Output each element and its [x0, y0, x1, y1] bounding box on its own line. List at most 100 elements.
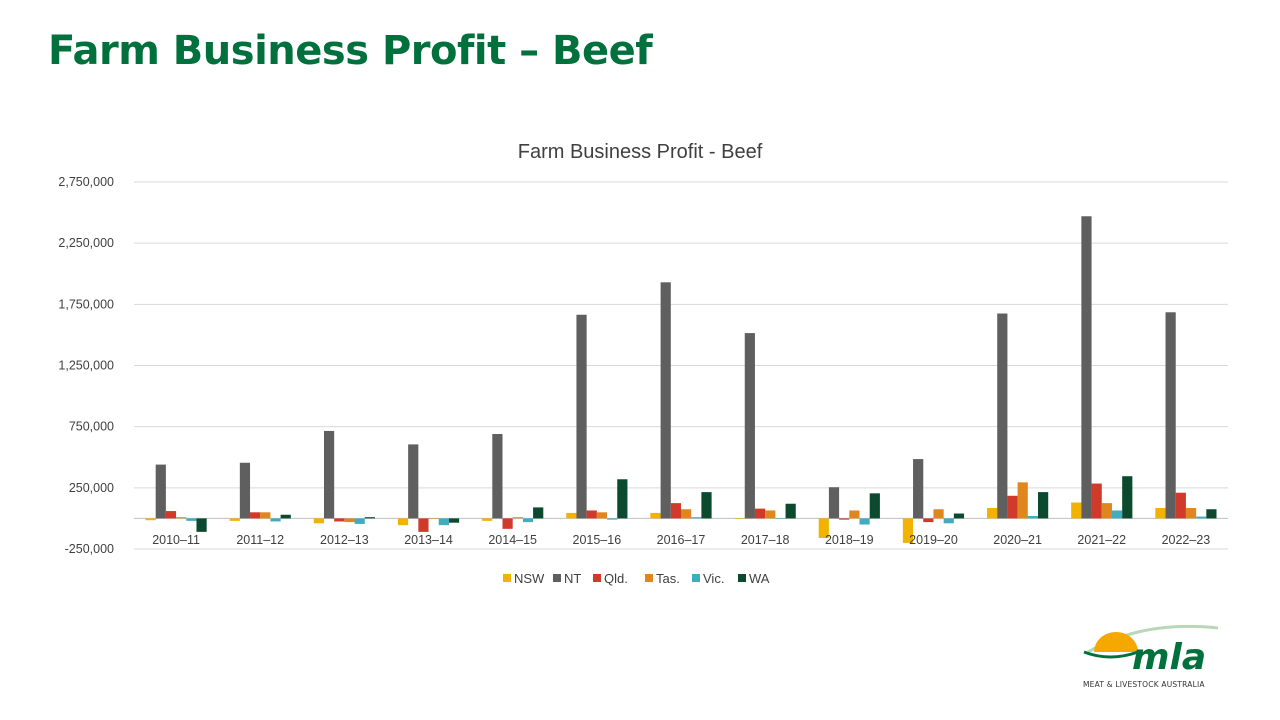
- y-tick-label: 250,000: [69, 481, 114, 495]
- bar: [176, 517, 187, 519]
- x-tick-label: 2020–21: [993, 533, 1042, 547]
- bar: [522, 518, 534, 523]
- bar: [650, 512, 661, 519]
- bar: [859, 518, 870, 525]
- bar: [428, 518, 439, 519]
- page-title: Farm Business Profit – Beef: [48, 28, 653, 74]
- bar: [744, 333, 755, 519]
- bar: [323, 430, 335, 519]
- bar: [364, 517, 375, 519]
- bar: [397, 518, 409, 526]
- bar: [1111, 510, 1123, 519]
- bar: [869, 493, 880, 519]
- x-tick-label: 2019–20: [909, 533, 958, 547]
- bar: [260, 512, 271, 519]
- legend-swatch: [503, 574, 511, 582]
- x-tick-label: 2015–16: [573, 533, 622, 547]
- y-tick-label: 1,250,000: [58, 359, 114, 373]
- bar: [1091, 483, 1102, 519]
- y-axis: -250,000 250,000 750,000 1,250,000 1,750,000…: [58, 175, 114, 556]
- bar: [913, 459, 924, 519]
- bar: [418, 518, 429, 532]
- logo-sun-icon: [1083, 624, 1219, 659]
- bar: [987, 508, 998, 519]
- bar: [408, 444, 419, 519]
- legend-label: NSW: [514, 571, 545, 586]
- bar: [533, 507, 544, 519]
- legend-label: Vic.: [703, 571, 724, 586]
- bar: [953, 513, 965, 519]
- bar: [482, 518, 493, 521]
- legend-swatch: [645, 574, 653, 582]
- legend-swatch: [593, 574, 601, 582]
- x-tick-label: 2017–18: [741, 533, 790, 547]
- bar: [1101, 503, 1112, 519]
- bar: [607, 518, 618, 520]
- legend-swatch: [553, 574, 561, 582]
- bar: [566, 512, 577, 519]
- bar: [1081, 216, 1092, 519]
- bar: [596, 512, 608, 519]
- legend-label: Qld.: [604, 571, 628, 586]
- bar: [313, 518, 324, 524]
- bar: [1175, 492, 1186, 519]
- bar: [145, 518, 156, 521]
- legend: NSW NT Qld. Tas. Vic. WA: [503, 571, 770, 586]
- x-tick-label: 2016–17: [657, 533, 706, 547]
- bar: [933, 509, 944, 519]
- legend-label: Tas.: [656, 571, 680, 586]
- y-tick-label: -250,000: [65, 542, 114, 556]
- bar: [1196, 516, 1207, 519]
- bar: [754, 508, 766, 519]
- chart-title: Farm Business Profit - Beef: [518, 141, 763, 163]
- bar: [785, 503, 796, 519]
- bar: [681, 509, 692, 519]
- bar: [448, 518, 460, 523]
- bar: [196, 518, 207, 532]
- bar: [229, 518, 240, 521]
- bar: [334, 518, 345, 522]
- bar: [849, 510, 860, 519]
- logo-subtitle: MEAT & LIVESTOCK AUSTRALIA: [1083, 680, 1205, 689]
- bar: [1071, 502, 1082, 519]
- bar: [1122, 476, 1133, 519]
- bar: [155, 464, 166, 519]
- x-tick-label: 2013–14: [404, 533, 453, 547]
- x-tick-label: 2014–15: [488, 533, 537, 547]
- bar: [512, 517, 523, 519]
- x-axis: 2010–11 2011–12 2012–13 2013–14 2014–15 2015–…: [152, 533, 1210, 547]
- bar: [344, 518, 355, 523]
- bar: [670, 503, 681, 519]
- bar: [997, 313, 1008, 519]
- bar: [1027, 515, 1039, 519]
- bar: [660, 282, 671, 519]
- bar: [839, 518, 850, 520]
- x-tick-label: 2011–12: [236, 533, 284, 547]
- bar: [691, 517, 702, 519]
- bar: [734, 518, 745, 519]
- x-tick-label: 2012–13: [320, 533, 369, 547]
- x-tick-label: 2018–19: [825, 533, 874, 547]
- bar: [1155, 508, 1166, 519]
- bar: [617, 479, 628, 519]
- bar: [576, 314, 587, 519]
- bar: [186, 518, 197, 521]
- bar: [1007, 495, 1018, 519]
- x-tick-label: 2010–11: [152, 533, 200, 547]
- bar: [165, 511, 177, 519]
- bar: [438, 518, 449, 526]
- gridlines: [134, 181, 1228, 550]
- y-tick-label: 2,750,000: [58, 175, 114, 189]
- bar: [1165, 312, 1176, 519]
- y-tick-label: 750,000: [69, 420, 114, 434]
- x-tick-label: 2021–22: [1077, 533, 1126, 547]
- bar-series: [145, 216, 1217, 543]
- bar: [492, 434, 503, 519]
- bar: [586, 510, 597, 519]
- bar: [701, 492, 712, 519]
- y-tick-label: 2,250,000: [58, 236, 114, 250]
- bar: [280, 514, 291, 519]
- bar: [902, 518, 914, 543]
- bar: [354, 518, 365, 524]
